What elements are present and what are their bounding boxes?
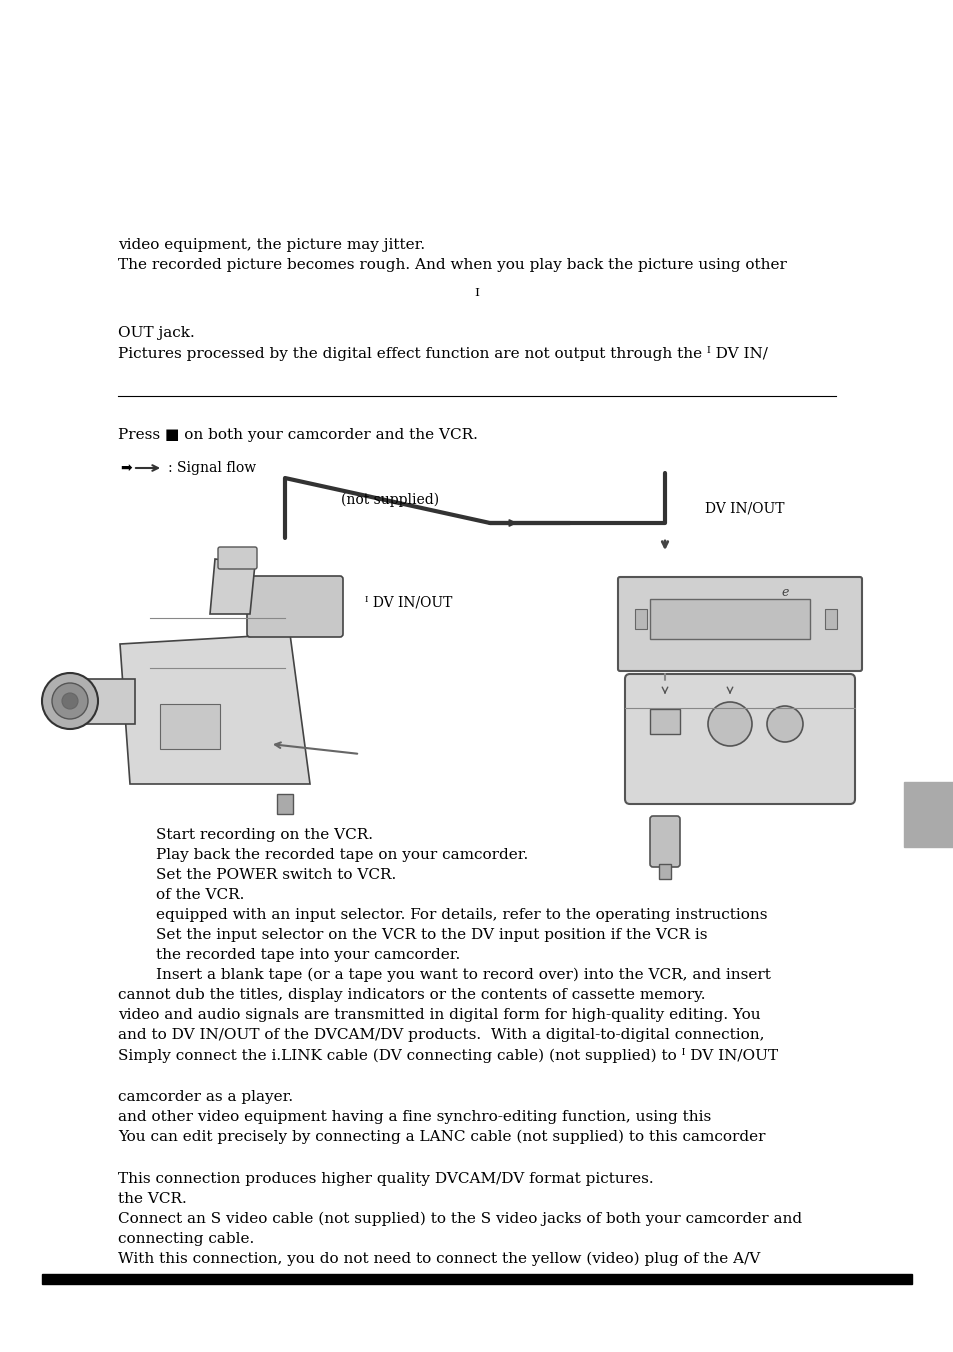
Text: Pictures processed by the digital effect function are not output through the ᴵ D: Pictures processed by the digital effect… xyxy=(118,346,767,361)
Text: Connect an S video cable (not supplied) to the S video jacks of both your camcor: Connect an S video cable (not supplied) … xyxy=(118,1211,801,1226)
Text: the VCR.: the VCR. xyxy=(118,1192,187,1206)
Bar xyxy=(649,708,679,734)
Text: Press ■ on both your camcorder and the VCR.: Press ■ on both your camcorder and the V… xyxy=(118,429,477,442)
Text: You can edit precisely by connecting a LANC cable (not supplied) to this camcord: You can edit precisely by connecting a L… xyxy=(118,1130,764,1144)
Text: This connection produces higher quality DVCAM/DV format pictures.: This connection produces higher quality … xyxy=(118,1172,653,1186)
Polygon shape xyxy=(120,634,310,784)
Text: : Signal flow: : Signal flow xyxy=(168,461,255,475)
Text: ᴵ DV IN/OUT: ᴵ DV IN/OUT xyxy=(365,596,452,610)
Bar xyxy=(659,864,670,879)
Text: ᴵ: ᴵ xyxy=(474,288,479,306)
FancyBboxPatch shape xyxy=(618,577,862,671)
Text: connecting cable.: connecting cable. xyxy=(118,1232,254,1247)
FancyBboxPatch shape xyxy=(218,548,256,569)
Circle shape xyxy=(42,673,98,729)
Text: video and audio signals are transmitted in digital form for high-quality editing: video and audio signals are transmitted … xyxy=(118,1009,760,1022)
Circle shape xyxy=(52,683,88,719)
Text: Set the input selector on the VCR to the DV input position if the VCR is: Set the input selector on the VCR to the… xyxy=(156,927,707,942)
Text: and to DV IN/OUT of the DVCAM/DV products.  With a digital-to-digital connection: and to DV IN/OUT of the DVCAM/DV product… xyxy=(118,1028,763,1042)
Text: ➡: ➡ xyxy=(120,461,132,475)
Text: of the VCR.: of the VCR. xyxy=(156,888,244,902)
Text: OUT jack.: OUT jack. xyxy=(118,326,194,339)
Bar xyxy=(70,679,135,725)
Circle shape xyxy=(707,702,751,746)
Bar xyxy=(903,781,953,846)
Text: DV IN/OUT: DV IN/OUT xyxy=(704,502,783,515)
Text: camcorder as a player.: camcorder as a player. xyxy=(118,1090,293,1105)
Text: equipped with an input selector. For details, refer to the operating instruction: equipped with an input selector. For det… xyxy=(156,909,767,922)
Text: the recorded tape into your camcorder.: the recorded tape into your camcorder. xyxy=(156,948,459,963)
Circle shape xyxy=(62,694,78,708)
Bar xyxy=(160,704,220,749)
Bar xyxy=(649,599,809,639)
Text: Simply connect the i.LINK cable (DV connecting cable) (not supplied) to ᴵ DV IN/: Simply connect the i.LINK cable (DV conn… xyxy=(118,1048,778,1063)
FancyBboxPatch shape xyxy=(247,576,343,637)
Text: video equipment, the picture may jitter.: video equipment, the picture may jitter. xyxy=(118,238,425,251)
Text: and other video equipment having a fine synchro-editing function, using this: and other video equipment having a fine … xyxy=(118,1110,711,1124)
Text: cannot dub the titles, display indicators or the contents of cassette memory.: cannot dub the titles, display indicator… xyxy=(118,988,705,1002)
Bar xyxy=(635,608,646,629)
Text: e: e xyxy=(781,587,788,599)
Bar xyxy=(276,794,293,814)
Bar xyxy=(42,1274,911,1284)
Text: Insert a blank tape (or a tape you want to record over) into the VCR, and insert: Insert a blank tape (or a tape you want … xyxy=(156,968,770,983)
Text: With this connection, you do not need to connect the yellow (video) plug of the : With this connection, you do not need to… xyxy=(118,1252,760,1267)
Text: (not supplied): (not supplied) xyxy=(340,493,438,507)
Circle shape xyxy=(766,706,802,742)
Text: Play back the recorded tape on your camcorder.: Play back the recorded tape on your camc… xyxy=(156,848,528,863)
Polygon shape xyxy=(210,558,254,614)
Text: The recorded picture becomes rough. And when you play back the picture using oth: The recorded picture becomes rough. And … xyxy=(118,258,786,272)
FancyBboxPatch shape xyxy=(649,817,679,867)
Bar xyxy=(824,608,836,629)
FancyBboxPatch shape xyxy=(624,675,854,804)
Text: Start recording on the VCR.: Start recording on the VCR. xyxy=(156,827,373,842)
Text: Set the POWER switch to VCR.: Set the POWER switch to VCR. xyxy=(156,868,395,882)
